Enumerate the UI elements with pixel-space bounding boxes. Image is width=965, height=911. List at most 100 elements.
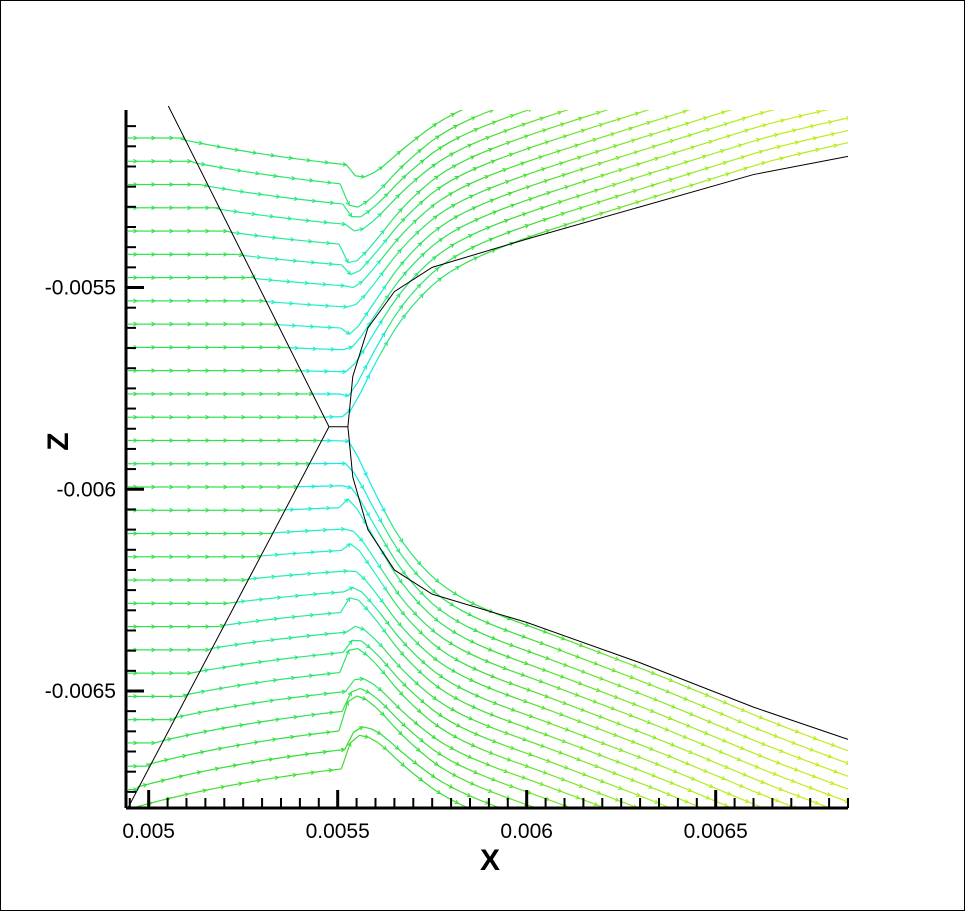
vector-arrow — [440, 793, 450, 800]
vector-arrow — [618, 104, 627, 107]
vector-arrowhead — [810, 888, 814, 892]
vector-arrow — [729, 170, 739, 174]
vector-arrow — [340, 742, 351, 770]
vector-arrow — [399, 708, 409, 718]
vector-arrow — [838, 16, 847, 18]
vector-arrow — [761, 755, 772, 761]
vector-arrow — [212, 747, 223, 751]
vector-arrowhead — [672, 62, 676, 66]
vector-arrow — [659, 726, 669, 732]
vector-arrowhead — [778, 110, 780, 111]
vector-arrow — [812, 73, 821, 75]
vector-arrow — [350, 270, 360, 276]
vector-arrow — [812, 827, 821, 830]
vector-arrow — [742, 14, 751, 17]
vector-arrow — [434, 631, 445, 640]
vector-arrow — [290, 281, 300, 284]
vector-arrow — [690, 687, 700, 693]
vector-arrow — [368, 357, 379, 376]
vector-arrow — [209, 767, 219, 771]
vector-arrow — [344, 731, 355, 750]
vector-arrow — [795, 38, 804, 40]
vector-arrowhead — [781, 813, 785, 817]
vector-arrowhead — [611, 94, 615, 98]
vector-arrow — [603, 781, 614, 787]
vector-arrow — [642, 681, 652, 686]
vector-arrow — [354, 228, 364, 232]
vector-arrow — [561, 110, 570, 113]
vector-arrow — [547, 88, 556, 91]
vector-arrowhead — [809, 35, 813, 39]
vector-arrow — [579, 836, 588, 839]
vector-arrow — [704, 102, 713, 105]
vector-arrow — [757, 844, 766, 848]
vector-arrow — [494, 638, 505, 644]
vector-arrow — [622, 77, 631, 80]
vector-arrow — [525, 636, 535, 642]
vector-arrow — [636, 98, 645, 101]
vector-arrowhead — [630, 50, 634, 54]
vector-arrow — [382, 602, 393, 616]
vector-arrow — [746, 736, 757, 742]
vector-arrowhead — [707, 860, 711, 864]
vector-arrowhead — [850, 852, 854, 856]
vector-arrow — [454, 110, 464, 115]
vector-arrow — [626, 700, 637, 706]
vector-arrowhead — [687, 44, 691, 48]
vector-arrow — [436, 659, 447, 668]
vector-arrow — [536, 128, 547, 134]
vector-arrowhead — [453, 125, 458, 130]
vector-arrow — [318, 221, 328, 224]
vector-arrow — [548, 658, 559, 663]
vector-arrow — [764, 821, 773, 825]
vector-arrow — [216, 187, 226, 190]
vector-arrowhead — [844, 798, 848, 804]
vector-arrow — [650, 118, 660, 123]
vector-arrow — [542, 152, 552, 158]
vector-arrow — [498, 219, 509, 224]
vector-arrow — [234, 189, 244, 193]
vector-arrow — [671, 718, 682, 724]
vector-arrow — [798, 50, 807, 52]
vector-arrow — [189, 732, 199, 736]
vector-arrow — [593, 713, 603, 719]
vector-arrow — [379, 612, 390, 625]
vector-arrow — [182, 773, 192, 777]
vector-arrow — [781, 16, 790, 18]
vector-arrow — [610, 758, 620, 764]
vector-arrow — [377, 699, 388, 709]
vector-arrowhead — [742, 811, 746, 815]
vector-arrow — [511, 721, 521, 727]
vector-arrowhead — [851, 140, 855, 144]
vector-arrowhead — [632, 843, 636, 847]
vector-arrow — [619, 153, 629, 158]
vector-arrow — [411, 149, 422, 158]
vector-arrow — [630, 831, 639, 834]
vector-arrow — [747, 76, 756, 79]
vector-arrow — [784, 855, 793, 858]
vector-arrow — [509, 798, 520, 803]
vector-arrow — [546, 215, 556, 220]
vector-arrow — [222, 167, 233, 171]
vector-arrow — [802, 861, 811, 864]
vector-arrow — [518, 135, 529, 140]
vector-arrow — [519, 622, 529, 627]
vector-arrow — [729, 82, 738, 85]
vector-arrow — [640, 757, 651, 762]
vector-arrow — [730, 132, 740, 137]
vector-arrow — [360, 210, 371, 218]
vector-arrow — [640, 71, 649, 74]
vector-arrow — [281, 755, 291, 759]
vector-arrow — [634, 136, 645, 141]
vector-arrow — [561, 197, 572, 202]
vector-arrowhead — [847, 78, 851, 82]
vector-arrow — [215, 785, 225, 789]
vector-arrow — [538, 731, 548, 736]
vector-arrow — [723, 856, 732, 860]
vector-arrow — [697, 28, 706, 31]
vector-arrow — [681, 84, 690, 87]
vector-arrow — [629, 869, 638, 872]
vector-arrow — [480, 136, 490, 142]
vector-arrow — [663, 90, 672, 93]
vector-arrow — [584, 710, 594, 715]
